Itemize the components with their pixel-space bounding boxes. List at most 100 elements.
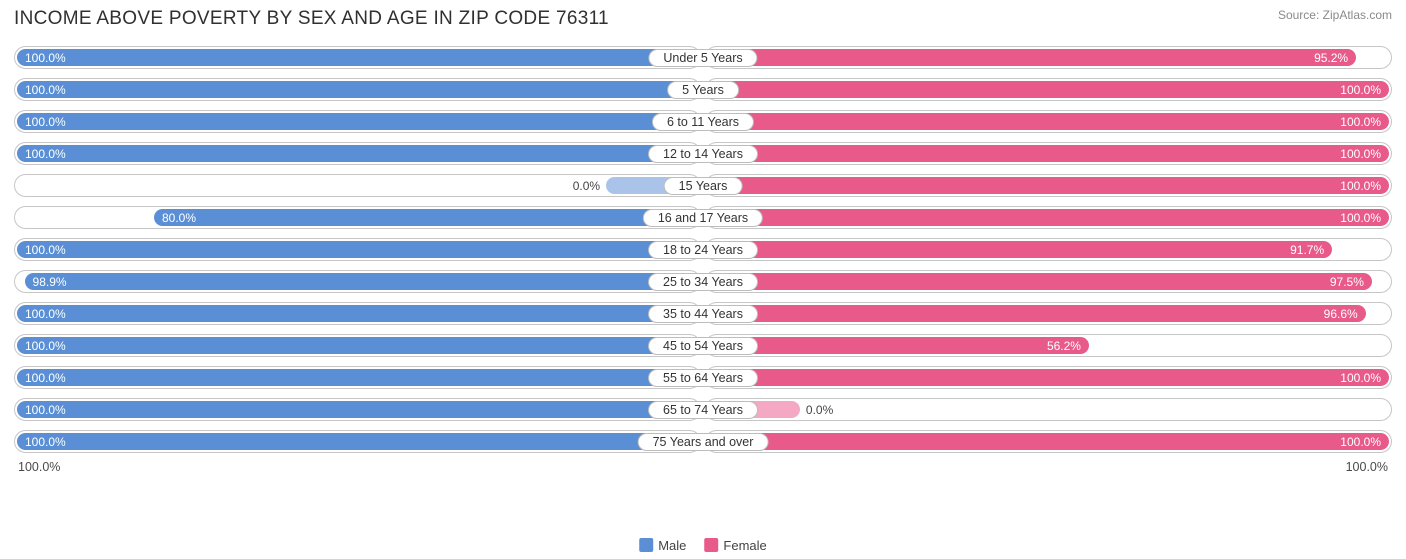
- female-track: 95.2%: [705, 46, 1392, 69]
- axis-right-label: 100.0%: [1346, 460, 1388, 474]
- chart-row: 100.0% 56.2% 45 to 54 Years: [14, 332, 1392, 359]
- male-bar: 100.0%: [17, 337, 698, 354]
- female-track: 100.0%: [705, 430, 1392, 453]
- legend-label-female: Female: [723, 538, 766, 553]
- category-pill: 18 to 24 Years: [648, 241, 758, 259]
- category-pill: 45 to 54 Years: [648, 337, 758, 355]
- male-value-label: 100.0%: [25, 371, 66, 385]
- chart-row: 98.9% 97.5% 25 to 34 Years: [14, 268, 1392, 295]
- female-track: 100.0%: [705, 142, 1392, 165]
- female-value-label: 100.0%: [1340, 371, 1381, 385]
- chart-row: 0.0% 100.0% 15 Years: [14, 172, 1392, 199]
- male-track: 80.0%: [14, 206, 701, 229]
- female-track: 100.0%: [705, 78, 1392, 101]
- legend-item-male: Male: [639, 538, 686, 553]
- category-pill: Under 5 Years: [648, 49, 757, 67]
- chart-row: 100.0% 0.0% 65 to 74 Years: [14, 396, 1392, 423]
- female-value-label: 100.0%: [1340, 83, 1381, 97]
- female-value-label: 100.0%: [1340, 179, 1381, 193]
- female-track: 100.0%: [705, 206, 1392, 229]
- female-track: 100.0%: [705, 366, 1392, 389]
- male-value-label: 0.0%: [573, 179, 606, 193]
- male-track: 100.0%: [14, 78, 701, 101]
- female-track: 91.7%: [705, 238, 1392, 261]
- male-bar: 100.0%: [17, 433, 698, 450]
- male-track: 100.0%: [14, 238, 701, 261]
- legend-label-male: Male: [658, 538, 686, 553]
- female-track: 0.0%: [705, 398, 1392, 421]
- male-track: 0.0%: [14, 174, 701, 197]
- female-bar: 100.0%: [708, 433, 1389, 450]
- category-pill: 15 Years: [664, 177, 743, 195]
- category-pill: 12 to 14 Years: [648, 145, 758, 163]
- female-value-label: 100.0%: [1340, 435, 1381, 449]
- male-value-label: 100.0%: [25, 435, 66, 449]
- female-bar: 56.2%: [708, 337, 1089, 354]
- female-value-label: 97.5%: [1330, 275, 1364, 289]
- category-pill: 6 to 11 Years: [652, 113, 754, 131]
- male-value-label: 100.0%: [25, 83, 66, 97]
- chart-row: 100.0% 100.0% 6 to 11 Years: [14, 108, 1392, 135]
- chart-row: 80.0%100.0%16 and 17 Years: [14, 204, 1392, 231]
- legend-swatch-male: [639, 538, 653, 552]
- male-bar: 100.0%: [17, 49, 698, 66]
- male-value-label: 100.0%: [25, 51, 66, 65]
- chart-row: 100.0% 95.2% Under 5 Years: [14, 44, 1392, 71]
- legend-swatch-female: [704, 538, 718, 552]
- male-track: 100.0%: [14, 430, 701, 453]
- female-value-label: 56.2%: [1047, 339, 1081, 353]
- chart-source: Source: ZipAtlas.com: [1278, 8, 1392, 22]
- chart-row: 100.0% 100.0% 55 to 64 Years: [14, 364, 1392, 391]
- category-pill: 65 to 74 Years: [648, 401, 758, 419]
- male-track: 100.0%: [14, 398, 701, 421]
- female-bar: 100.0%: [708, 145, 1389, 162]
- female-value-label: 0.0%: [800, 403, 833, 417]
- diverging-bar-chart: 100.0% 95.2% Under 5 Years 100.0% 100.0% 5 Ye…: [14, 44, 1392, 455]
- male-value-label: 98.9%: [33, 275, 67, 289]
- female-bar: 91.7%: [708, 241, 1332, 258]
- male-track: 100.0%: [14, 142, 701, 165]
- chart-title: INCOME ABOVE POVERTY BY SEX AND AGE IN Z…: [14, 8, 609, 30]
- female-track: 100.0%: [705, 174, 1392, 197]
- female-bar: 100.0%: [708, 113, 1389, 130]
- male-bar: 100.0%: [17, 369, 698, 386]
- female-track: 56.2%: [705, 334, 1392, 357]
- female-bar: 96.6%: [708, 305, 1366, 322]
- male-bar: 100.0%: [17, 305, 698, 322]
- female-value-label: 100.0%: [1340, 115, 1381, 129]
- female-value-label: 100.0%: [1340, 211, 1381, 225]
- chart-row: 100.0% 96.6% 35 to 44 Years: [14, 300, 1392, 327]
- chart-row: 100.0%100.0%12 to 14 Years: [14, 140, 1392, 167]
- male-track: 100.0%: [14, 302, 701, 325]
- category-pill: 25 to 34 Years: [648, 273, 758, 291]
- female-value-label: 100.0%: [1340, 147, 1381, 161]
- legend-item-female: Female: [704, 538, 766, 553]
- chart-row: 100.0% 100.0% 5 Years: [14, 76, 1392, 103]
- chart-row: 100.0% 91.7% 18 to 24 Years: [14, 236, 1392, 263]
- chart-row: 100.0%100.0%75 Years and over: [14, 428, 1392, 455]
- category-pill: 35 to 44 Years: [648, 305, 758, 323]
- male-value-label: 100.0%: [25, 115, 66, 129]
- category-pill: 5 Years: [667, 81, 739, 99]
- male-bar: 100.0%: [17, 241, 698, 258]
- legend: Male Female: [639, 538, 767, 553]
- axis-left-label: 100.0%: [18, 460, 60, 474]
- chart-header: INCOME ABOVE POVERTY BY SEX AND AGE IN Z…: [14, 8, 1392, 30]
- male-bar: 100.0%: [17, 81, 698, 98]
- male-track: 100.0%: [14, 366, 701, 389]
- male-bar: 100.0%: [17, 145, 698, 162]
- male-track: 98.9%: [14, 270, 701, 293]
- female-value-label: 95.2%: [1314, 51, 1348, 65]
- female-bar: 100.0%: [708, 81, 1389, 98]
- male-value-label: 100.0%: [25, 403, 66, 417]
- female-value-label: 96.6%: [1324, 307, 1358, 321]
- category-pill: 55 to 64 Years: [648, 369, 758, 387]
- female-value-label: 91.7%: [1290, 243, 1324, 257]
- female-track: 97.5%: [705, 270, 1392, 293]
- female-track: 100.0%: [705, 110, 1392, 133]
- female-bar: 100.0%: [708, 177, 1389, 194]
- male-track: 100.0%: [14, 46, 701, 69]
- male-value-label: 100.0%: [25, 339, 66, 353]
- female-bar: 100.0%: [708, 369, 1389, 386]
- male-bar: 100.0%: [17, 113, 698, 130]
